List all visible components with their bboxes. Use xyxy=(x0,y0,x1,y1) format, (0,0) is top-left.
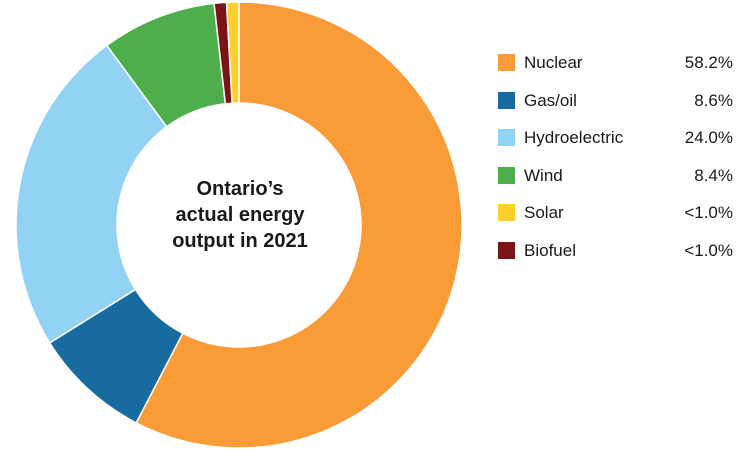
legend-value-gas-oil: 8.6% xyxy=(694,90,733,110)
legend-item-wind: Wind 8.4% xyxy=(498,163,737,189)
legend-swatch-gas-oil xyxy=(498,91,515,109)
legend-swatch-solar xyxy=(498,204,515,221)
chart-title: Ontario’s actual energy output in 2021 xyxy=(140,176,340,254)
legend-item-solar: Solar <1.0% xyxy=(498,200,737,226)
legend-label-hydroelectric: Hydroelectric xyxy=(524,128,624,147)
legend-label-solar: Solar xyxy=(524,203,564,222)
legend-value-solar: <1.0% xyxy=(684,203,733,222)
legend-item-nuclear: Nuclear 58.2% xyxy=(498,50,737,76)
legend-value-wind: 8.4% xyxy=(694,165,733,185)
legend-label-biofuel: Biofuel xyxy=(524,240,576,260)
donut-chart xyxy=(15,1,463,449)
slice-nuclear xyxy=(135,1,463,449)
chart-title-line-1: Ontario’s xyxy=(196,178,284,200)
legend-value-biofuel: <1.0% xyxy=(684,240,733,260)
legend-item-biofuel: Biofuel <1.0% xyxy=(498,238,737,264)
chart-title-line-2: actual energy xyxy=(175,204,305,226)
legend-value-nuclear: 58.2% xyxy=(684,53,733,72)
legend-label-gas-oil: Gas/oil xyxy=(524,90,577,110)
slice-solar xyxy=(225,1,240,104)
legend-swatch-nuclear xyxy=(498,54,515,71)
legend-swatch-wind xyxy=(498,166,515,184)
legend-swatch-biofuel xyxy=(498,241,515,259)
legend-item-hydroelectric: Hydroelectric 24.0% xyxy=(498,125,737,151)
slice-hydroelectric xyxy=(15,44,168,344)
legend-swatch-hydroelectric xyxy=(498,129,515,146)
legend-label-wind: Wind xyxy=(524,165,563,185)
legend-item-gas-oil: Gas/oil 8.6% xyxy=(498,88,737,114)
legend-value-hydroelectric: 24.0% xyxy=(684,128,733,147)
chart-title-line-3: output in 2021 xyxy=(172,230,308,252)
legend-label-nuclear: Nuclear xyxy=(524,53,583,72)
